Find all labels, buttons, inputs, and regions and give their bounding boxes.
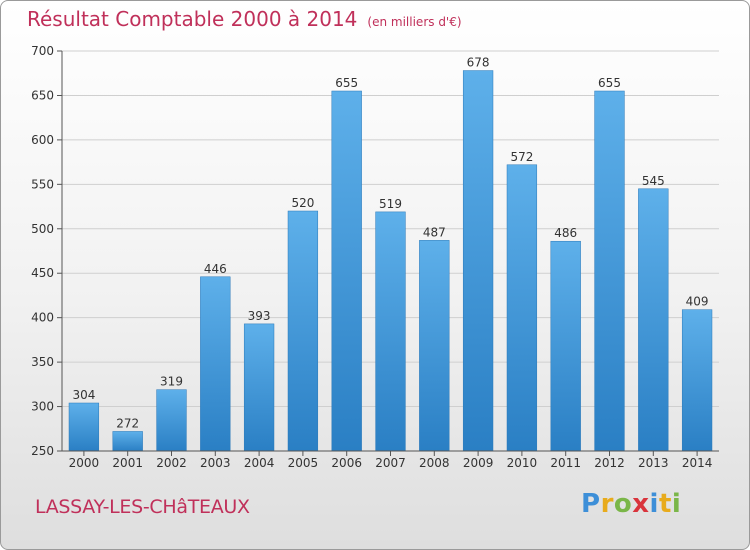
x-tick-label: 2009 bbox=[463, 456, 494, 470]
bar bbox=[243, 323, 275, 452]
x-tick-label: 2004 bbox=[244, 456, 275, 470]
x-tick-label: 2010 bbox=[507, 456, 538, 470]
x-tick-label: 2002 bbox=[156, 456, 187, 470]
bar bbox=[287, 210, 319, 452]
x-tick-label: 2000 bbox=[69, 456, 100, 470]
bar bbox=[156, 389, 187, 452]
y-tick-label: 700 bbox=[31, 44, 54, 58]
y-tick-label: 500 bbox=[31, 222, 54, 236]
bar bbox=[375, 211, 406, 452]
y-tick-label: 550 bbox=[31, 177, 54, 191]
proxiti-logo: Proxiti bbox=[581, 489, 682, 519]
data-label: 446 bbox=[204, 262, 227, 276]
bar bbox=[462, 70, 494, 452]
x-tick-label: 2014 bbox=[682, 456, 713, 470]
x-tick-label: 2003 bbox=[200, 456, 231, 470]
data-label: 572 bbox=[510, 150, 533, 164]
y-tick-label: 600 bbox=[31, 133, 54, 147]
data-label: 520 bbox=[291, 196, 314, 210]
data-label: 655 bbox=[598, 76, 621, 90]
unit-label: (en milliers d'€) bbox=[367, 15, 462, 29]
y-tick-label: 450 bbox=[31, 266, 54, 280]
x-tick-label: 2007 bbox=[375, 456, 406, 470]
x-tick-label: 2008 bbox=[419, 456, 450, 470]
bar bbox=[419, 240, 450, 452]
y-tick-label: 650 bbox=[31, 88, 54, 102]
y-tick-label: 350 bbox=[31, 355, 54, 369]
data-label: 655 bbox=[335, 76, 358, 90]
chart-title: Résultat Comptable 2000 à 2014 (en millie… bbox=[27, 7, 462, 31]
data-label: 519 bbox=[379, 197, 402, 211]
data-label: 678 bbox=[467, 56, 490, 70]
x-tick-label: 2011 bbox=[550, 456, 581, 470]
data-label: 272 bbox=[116, 416, 139, 430]
x-tick-label: 2012 bbox=[594, 456, 625, 470]
bar bbox=[594, 90, 625, 452]
bar bbox=[506, 164, 538, 452]
data-label: 319 bbox=[160, 375, 183, 389]
bar bbox=[681, 309, 713, 452]
y-tick-label: 250 bbox=[31, 444, 54, 458]
y-tick-label: 400 bbox=[31, 311, 54, 325]
title-text: Résultat Comptable 2000 à 2014 bbox=[27, 7, 358, 31]
bar bbox=[638, 188, 669, 452]
data-label: 486 bbox=[554, 226, 577, 240]
y-tick-label: 300 bbox=[31, 400, 54, 414]
data-label: 545 bbox=[642, 174, 665, 188]
bar bbox=[68, 402, 100, 452]
x-tick-label: 2013 bbox=[638, 456, 669, 470]
x-tick-label: 2006 bbox=[331, 456, 362, 470]
data-label: 393 bbox=[248, 309, 271, 323]
bar bbox=[550, 240, 581, 452]
bar bbox=[112, 431, 143, 452]
data-label: 304 bbox=[72, 388, 95, 402]
town-name: LASSAY-LES-CHâTEAUX bbox=[35, 496, 250, 518]
x-tick-label: 2005 bbox=[288, 456, 319, 470]
data-label: 487 bbox=[423, 225, 446, 239]
bar bbox=[331, 90, 362, 452]
data-label: 409 bbox=[686, 295, 709, 309]
x-tick-label: 2001 bbox=[112, 456, 143, 470]
bar bbox=[200, 276, 231, 452]
